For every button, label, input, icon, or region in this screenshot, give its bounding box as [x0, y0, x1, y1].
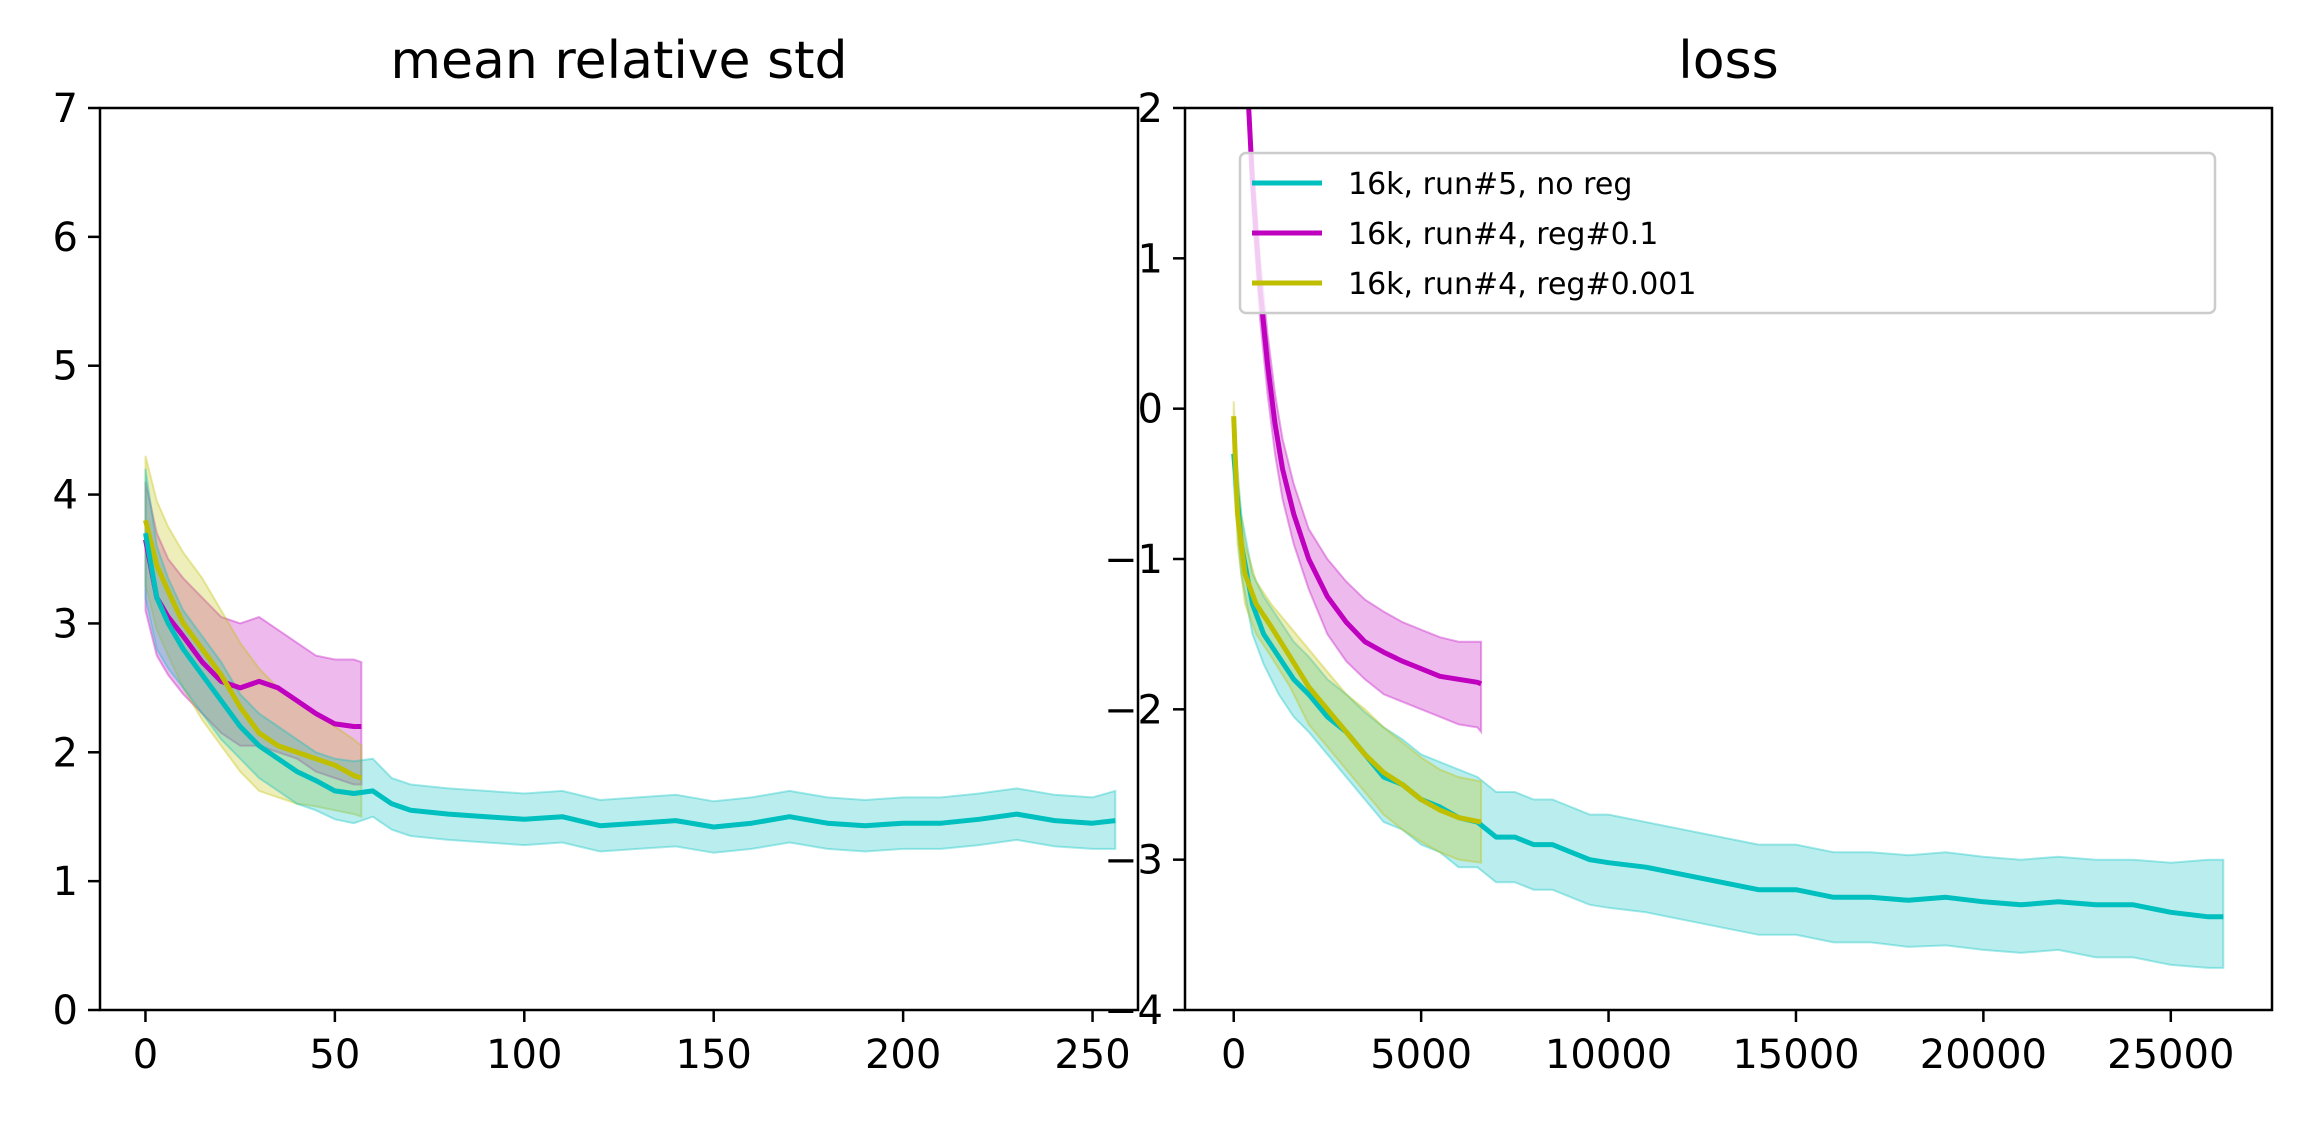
legend-label: 16k, run#5, no reg [1348, 167, 1632, 202]
series-0-line [1231, 453, 2224, 920]
y-tick-label: 1 [53, 859, 78, 905]
series-0-band [1232, 423, 2225, 969]
x-tick-label: 10000 [1545, 1032, 1672, 1078]
x-tick-label: 200 [865, 1032, 941, 1078]
y-tick-label: 1 [1138, 236, 1163, 282]
x-tick-label: 5000 [1370, 1032, 1472, 1078]
subplot-mean-relative-std: 0 50 100 150 200 250 0 1 2 3 4 5 6 7 mean relative std [53, 31, 1140, 1078]
axes-frame [98, 106, 1140, 1012]
legend-label: 16k, run#4, reg#0.1 [1348, 217, 1658, 252]
y-tick-label: −4 [1104, 988, 1163, 1034]
y-tick-label: 0 [53, 988, 78, 1034]
y-tick-label: −1 [1104, 537, 1163, 583]
x-tick-label: 25000 [2107, 1032, 2234, 1078]
y-tick-label: −3 [1104, 838, 1163, 884]
y-tick-label: 2 [1138, 86, 1163, 132]
y-tick-label: 2 [53, 730, 78, 776]
legend-label: 16k, run#4, reg#0.001 [1348, 267, 1696, 302]
series-2-line [1231, 416, 1482, 825]
y-tick-label: 5 [53, 344, 78, 390]
chart-title: loss [1678, 31, 1778, 91]
y-tick-label: 3 [53, 601, 78, 647]
series-0-line [143, 539, 362, 729]
x-tick-label: 15000 [1732, 1032, 1859, 1078]
plot-area [1231, 108, 2225, 969]
subplot-loss: 0 5000 10000 15000 20000 25000 −4 −3 −2 −1 0 1 2 loss… [1104, 31, 2274, 1078]
x-tick-label: 0 [133, 1032, 158, 1078]
x-tick-label: 250 [1054, 1032, 1130, 1078]
y-tick-label: 0 [1138, 387, 1163, 433]
series-1-band [144, 455, 363, 819]
y-tick-label: 6 [53, 215, 78, 261]
x-tick-label: 20000 [1920, 1032, 2047, 1078]
y-tick-label: −2 [1104, 687, 1163, 733]
legend: 16k, run#5, no reg 16k, run#4, reg#0.1 16k… [1238, 151, 2217, 315]
series-1-band [1247, 108, 1483, 735]
x-tick-label: 0 [1221, 1032, 1246, 1078]
x-tick-label: 50 [309, 1032, 360, 1078]
x-tick-label: 100 [486, 1032, 562, 1078]
legend-box [1238, 151, 2217, 315]
chart-title: mean relative std [390, 31, 847, 91]
series-1-line [143, 519, 363, 781]
series-2-line [143, 532, 1116, 830]
y-tick-label: 4 [53, 473, 78, 519]
series-1-line [1246, 108, 1483, 687]
plot-area [143, 455, 1117, 854]
x-tick-label: 150 [676, 1032, 752, 1078]
y-tick-label: 7 [53, 86, 78, 132]
